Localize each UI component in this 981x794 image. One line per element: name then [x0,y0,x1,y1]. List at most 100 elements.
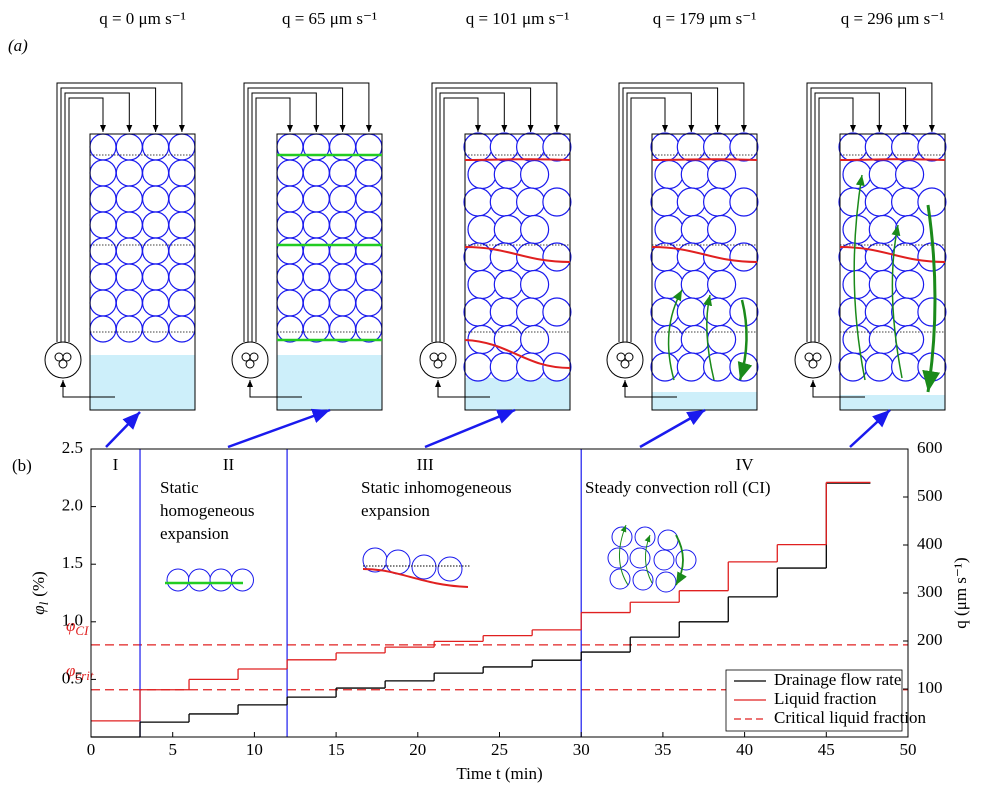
flow-label: q = 0 μm s⁻¹ [99,9,186,28]
bubble [708,161,736,189]
region-label: II [223,455,235,474]
bubble [543,188,571,216]
inset-bubble [167,569,189,591]
bubble [116,186,142,212]
bubble [330,186,356,212]
bubble [116,238,142,264]
bubble [116,290,142,316]
red-profile [652,159,757,160]
bubble [116,264,142,290]
bubble [303,238,329,264]
y-tick-label: 2.5 [62,438,83,457]
bubble [464,298,492,326]
bubble [277,238,303,264]
bubble [651,298,679,326]
bubble [869,216,897,244]
bubble [918,188,946,216]
bubble [543,243,571,271]
bubble [865,353,893,381]
bubble [116,316,142,342]
x-tick-label: 10 [246,740,263,759]
bubble [277,316,303,342]
legend-label: Liquid fraction [774,689,877,708]
bubble [330,212,356,238]
bubble [116,134,142,160]
liquid [277,355,382,410]
bubble [865,298,893,326]
bubble [869,326,897,354]
link-arrow [850,410,890,447]
x-tick-label: 45 [818,740,835,759]
y-tick-label: 1.5 [62,553,83,572]
bubble [490,188,518,216]
inset-bubble [232,569,254,591]
bubble [90,238,116,264]
bubble [169,160,195,186]
bubble [169,134,195,160]
bubble [330,160,356,186]
bubble [116,212,142,238]
x-axis-label: Time t (min) [456,764,542,783]
bubble [90,316,116,342]
bubble [843,161,871,189]
bubble [143,186,169,212]
inset-bubble [189,569,211,591]
bubble [277,290,303,316]
x-tick-label: 5 [168,740,177,759]
bubble [521,271,549,299]
bubble [517,133,545,161]
y-label-symbol: φ [29,605,48,614]
bubble [681,161,709,189]
bubble [494,216,522,244]
bubble [918,133,946,161]
bubble [277,186,303,212]
bubble [330,264,356,290]
inset-bubble [610,569,630,589]
bubble [543,298,571,326]
bubble [655,271,683,299]
bubble [356,238,382,264]
flow-label: q = 101 μm s⁻¹ [466,9,570,28]
y-label-unit: (%) [29,571,48,596]
bubble [330,316,356,342]
bubble [517,298,545,326]
bubble [330,290,356,316]
inset-bubble [386,550,410,574]
bubble [681,216,709,244]
bubble [303,160,329,186]
bubble [169,264,195,290]
y2-tick-label: 500 [917,486,943,505]
region-description: expansion [160,524,229,543]
liquid [90,355,195,410]
x-tick-label: 30 [573,740,590,759]
bubble [494,161,522,189]
bubble [892,353,920,381]
bubble [277,160,303,186]
region-description: homogeneous [160,501,254,520]
region-description: Static inhomogeneous [361,478,512,497]
bubble [896,216,924,244]
flow-label: q = 65 μm s⁻¹ [282,9,377,28]
bubble [490,243,518,271]
bubble [839,188,867,216]
y2-tick-label: 100 [917,678,943,697]
y2-tick-label: 600 [917,438,943,457]
bubble [143,290,169,316]
inset-bubble [210,569,232,591]
bubble [839,133,867,161]
bubble [90,186,116,212]
bubble [655,161,683,189]
inset-bubble [630,548,650,568]
y-tick-label: 0.5 [62,668,83,687]
legend-label: Drainage flow rate [774,670,901,689]
link-arrow [640,410,705,447]
bubble [839,298,867,326]
link-arrow [425,410,515,447]
bubble [865,133,893,161]
bubble [521,216,549,244]
bubble [896,326,924,354]
bubble [730,243,758,271]
bubble [169,290,195,316]
bubble [464,133,492,161]
bubble [356,316,382,342]
